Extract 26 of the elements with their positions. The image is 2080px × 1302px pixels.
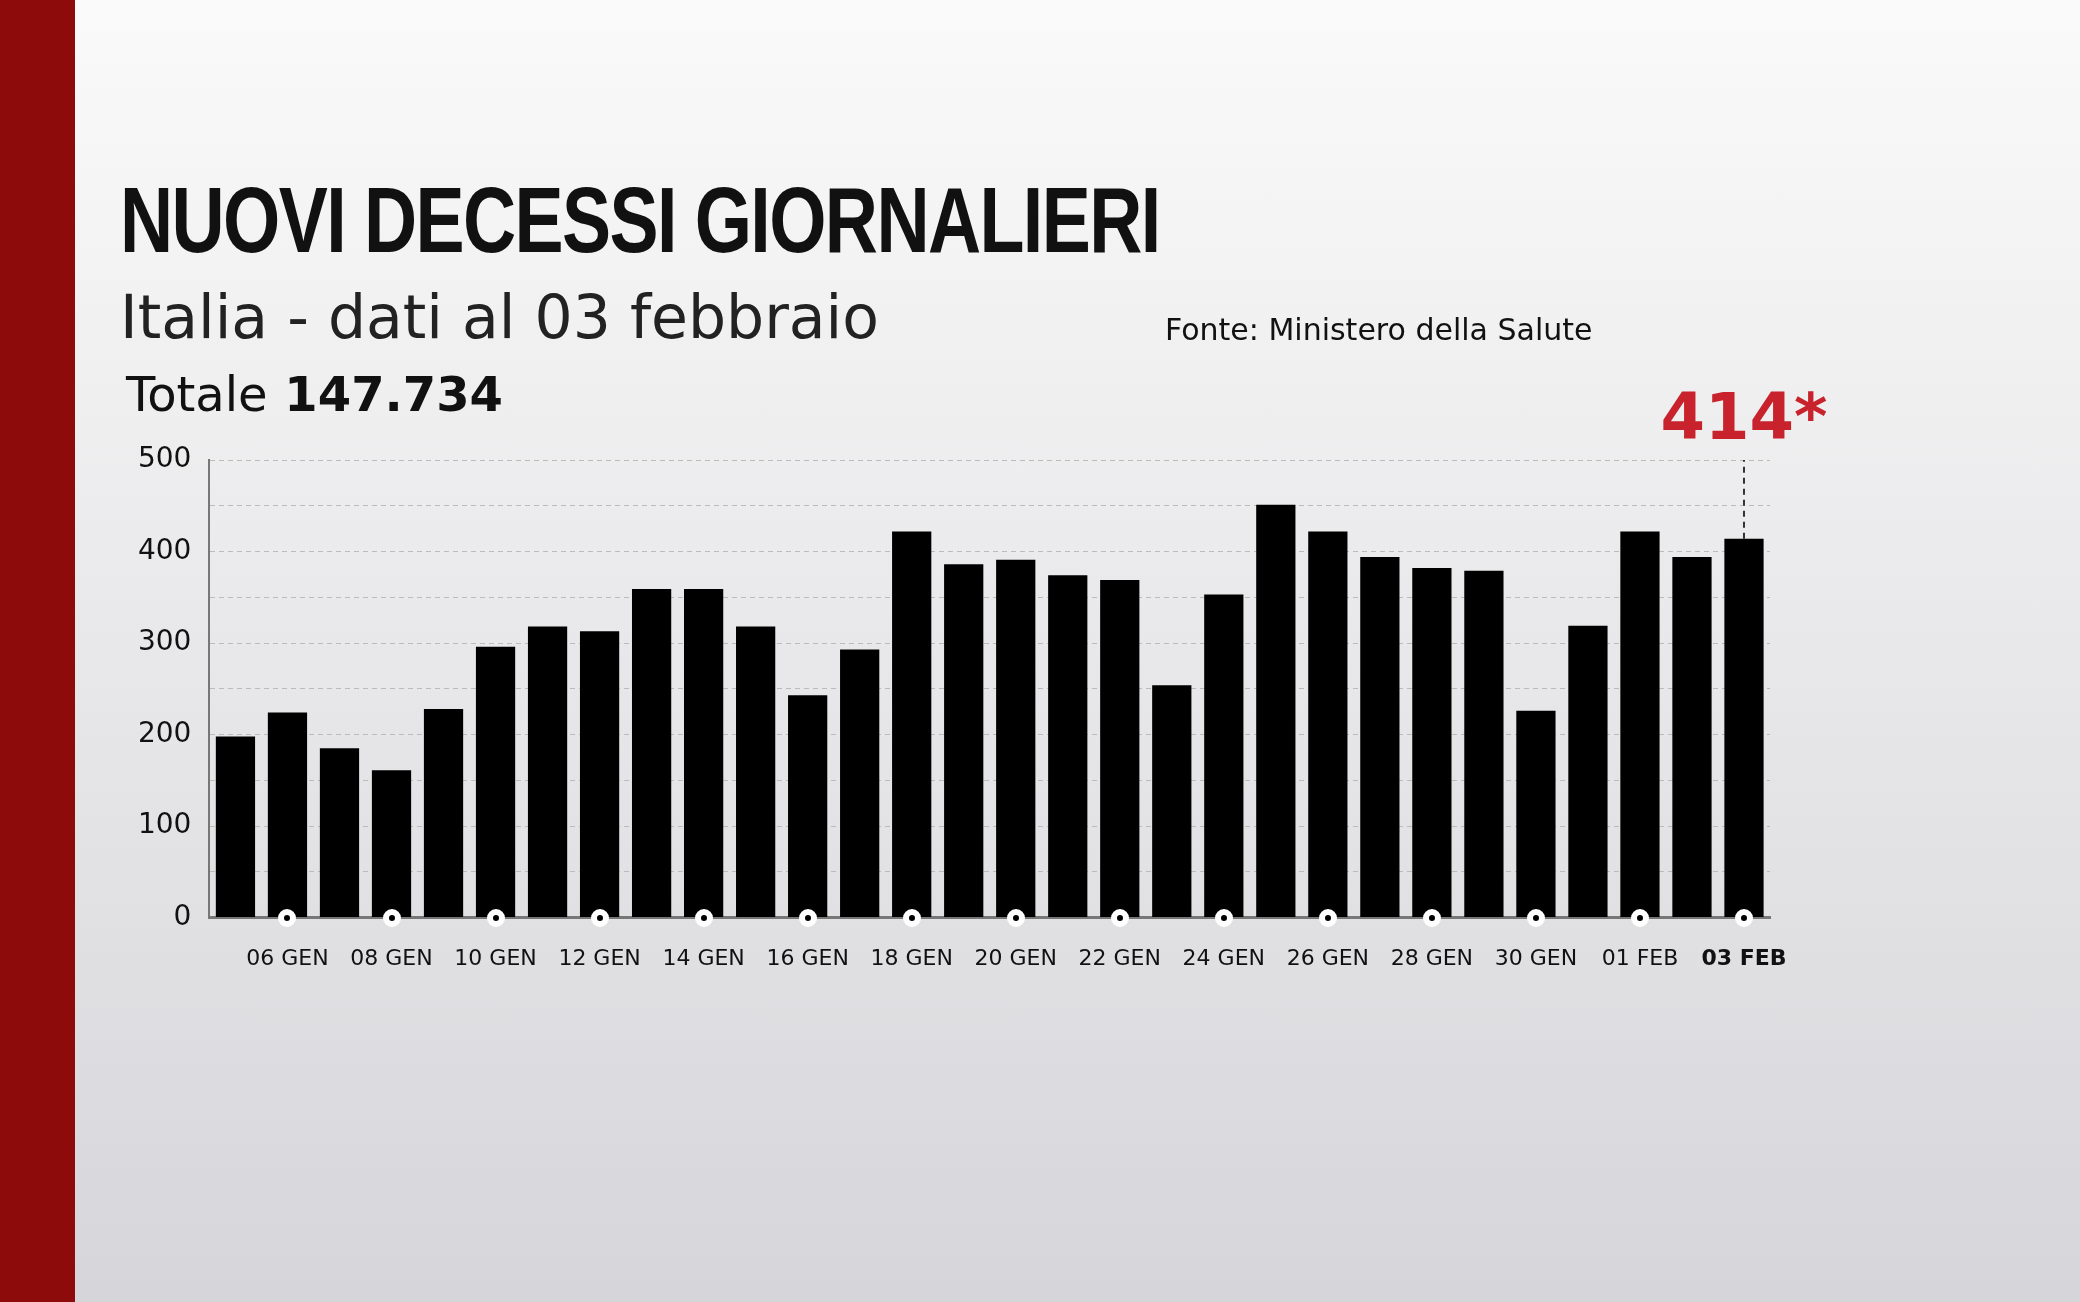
annotation: 414* — [1660, 379, 1828, 454]
text: Totale 147.734 — [126, 366, 503, 422]
x-tick-label: 22 GEN — [1078, 944, 1161, 970]
x-tick-label: 08 GEN — [350, 944, 433, 970]
y-tick-label: 100 — [137, 807, 192, 841]
y-tick-label: 300 — [137, 624, 192, 658]
x-tick-label: 16 GEN — [766, 944, 849, 970]
y-tick-label: 400 — [137, 532, 192, 566]
x-tick-label: 12 GEN — [558, 944, 641, 970]
x-tick-label: 20 GEN — [974, 944, 1057, 970]
y-tick-label: 500 — [137, 441, 192, 475]
x-tick-label: 24 GEN — [1182, 944, 1266, 970]
x-tick-label: 30 GEN — [1494, 944, 1578, 970]
x-tick-label: 01 FEB — [1601, 944, 1679, 970]
x-tick-label: 28 GEN — [1390, 944, 1474, 970]
x-tick-label: 06 GEN — [246, 944, 329, 970]
chart-title: NUOVI DECESSI GIORNALIERI — [120, 168, 1160, 273]
x-tick-label: 03 FEB — [1701, 944, 1787, 970]
chart-subtitle: Italia - dati al 03 febbraio — [120, 282, 879, 352]
y-tick-label: 0 — [173, 898, 192, 932]
source-note: Fonte: Ministero della Salute — [1165, 312, 1593, 347]
x-tick-label: 10 GEN — [454, 944, 537, 970]
x-tick-label: 26 GEN — [1286, 944, 1370, 970]
x-tick-label: 18 GEN — [870, 944, 953, 970]
y-tick-label: 200 — [137, 715, 192, 749]
x-tick-label: 14 GEN — [662, 944, 745, 970]
